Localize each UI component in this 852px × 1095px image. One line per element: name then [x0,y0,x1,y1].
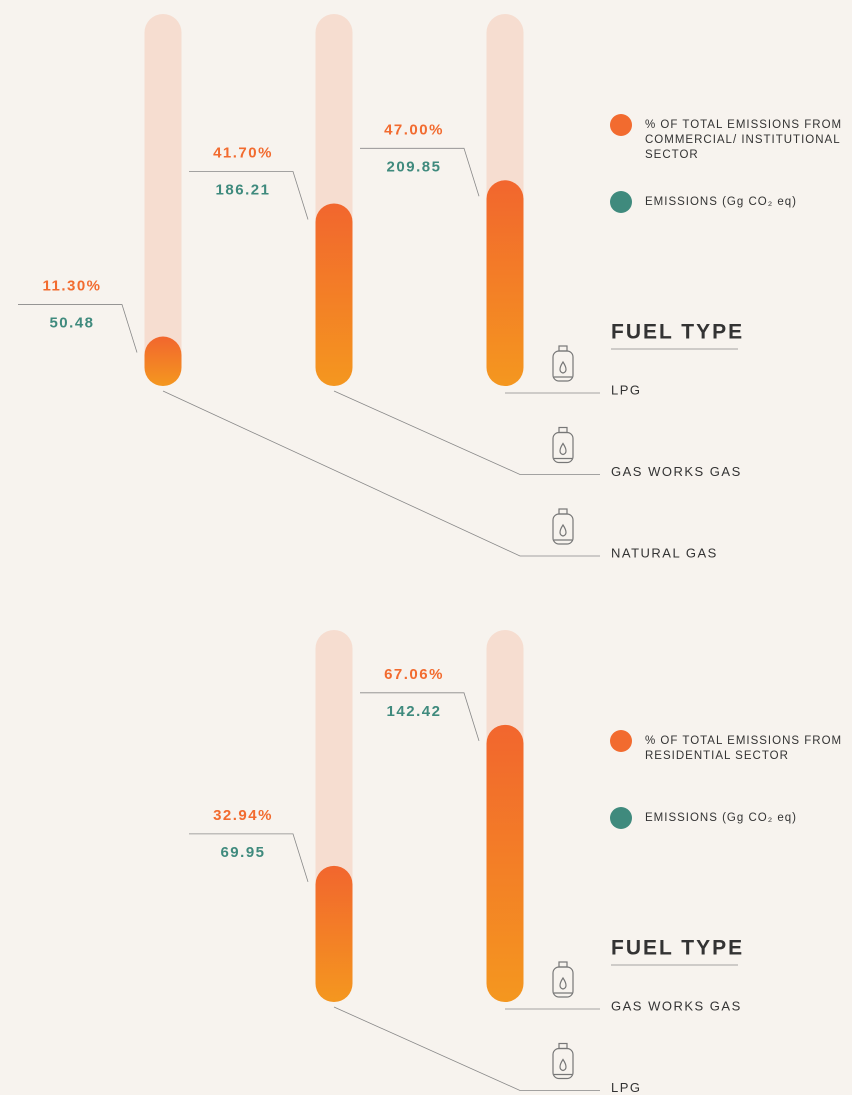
percent-label: 32.94% [213,807,273,824]
percent-label: 47.00% [384,121,444,138]
leader-line [189,833,309,882]
emission-label: 69.95 [220,844,265,861]
icon-part [559,976,567,990]
leader-line [360,692,480,741]
leader-line [189,171,309,220]
category-connector [333,390,600,475]
leader-line [360,147,480,197]
emission-label: 142.42 [387,703,442,720]
icon-part [559,442,567,456]
category-label: GAS WORKS GAS [611,464,742,479]
icon-part [552,350,574,382]
icon-part [559,360,567,374]
category-connector [333,1006,600,1091]
percent-label: 67.06% [384,666,444,683]
legend-label: EMISSIONS (Gg CO₂ eq) [645,196,797,208]
legend-swatch [610,807,632,829]
leader-line [18,304,138,353]
legend-swatch [610,730,632,752]
fuel-icon [552,508,574,545]
icon-part [559,1058,567,1072]
icon-part [552,513,574,545]
emission-label: 186.21 [216,181,271,198]
category-label: LPG [611,382,642,397]
legend-swatch [610,191,632,213]
bar [144,336,182,386]
category-label: NATURAL GAS [611,545,718,560]
icon-part [558,961,568,968]
legend-title: FUEL TYPE [611,937,744,960]
legend-swatch [610,114,632,136]
bar [315,865,353,1002]
fuel-icon [552,426,574,464]
emission-label: 209.85 [387,158,442,175]
legend-label: EMISSIONS (Gg CO₂ eq) [645,812,797,824]
icon-part [558,508,568,515]
icon-part [558,345,568,352]
icon-part [559,523,567,537]
legend-title: FUEL TYPE [611,321,744,344]
percent-label: 11.30% [42,278,101,295]
icon-part [552,966,574,998]
icon-part [558,1042,568,1050]
icon-part [558,426,568,434]
bar [315,203,353,386]
bar [486,180,524,386]
percent-label: 41.70% [213,144,273,161]
legend-label: % OF TOTAL EMISSIONS FROM RESIDENTIAL SE… [645,735,843,762]
legend-label: % OF TOTAL EMISSIONS FROM COMMERCIAL/ IN… [645,119,843,161]
icon-part [552,431,574,464]
fuel-icon [552,345,574,382]
bar [486,724,524,1002]
category-label: GAS WORKS GAS [611,998,742,1013]
category-connector [162,390,600,557]
emission-label: 50.48 [49,315,94,332]
icon-part [552,1047,574,1080]
fuel-icon [552,1042,574,1080]
fuel-icon [552,961,574,998]
category-label: LPG [611,1080,642,1095]
bar-track [144,14,182,386]
